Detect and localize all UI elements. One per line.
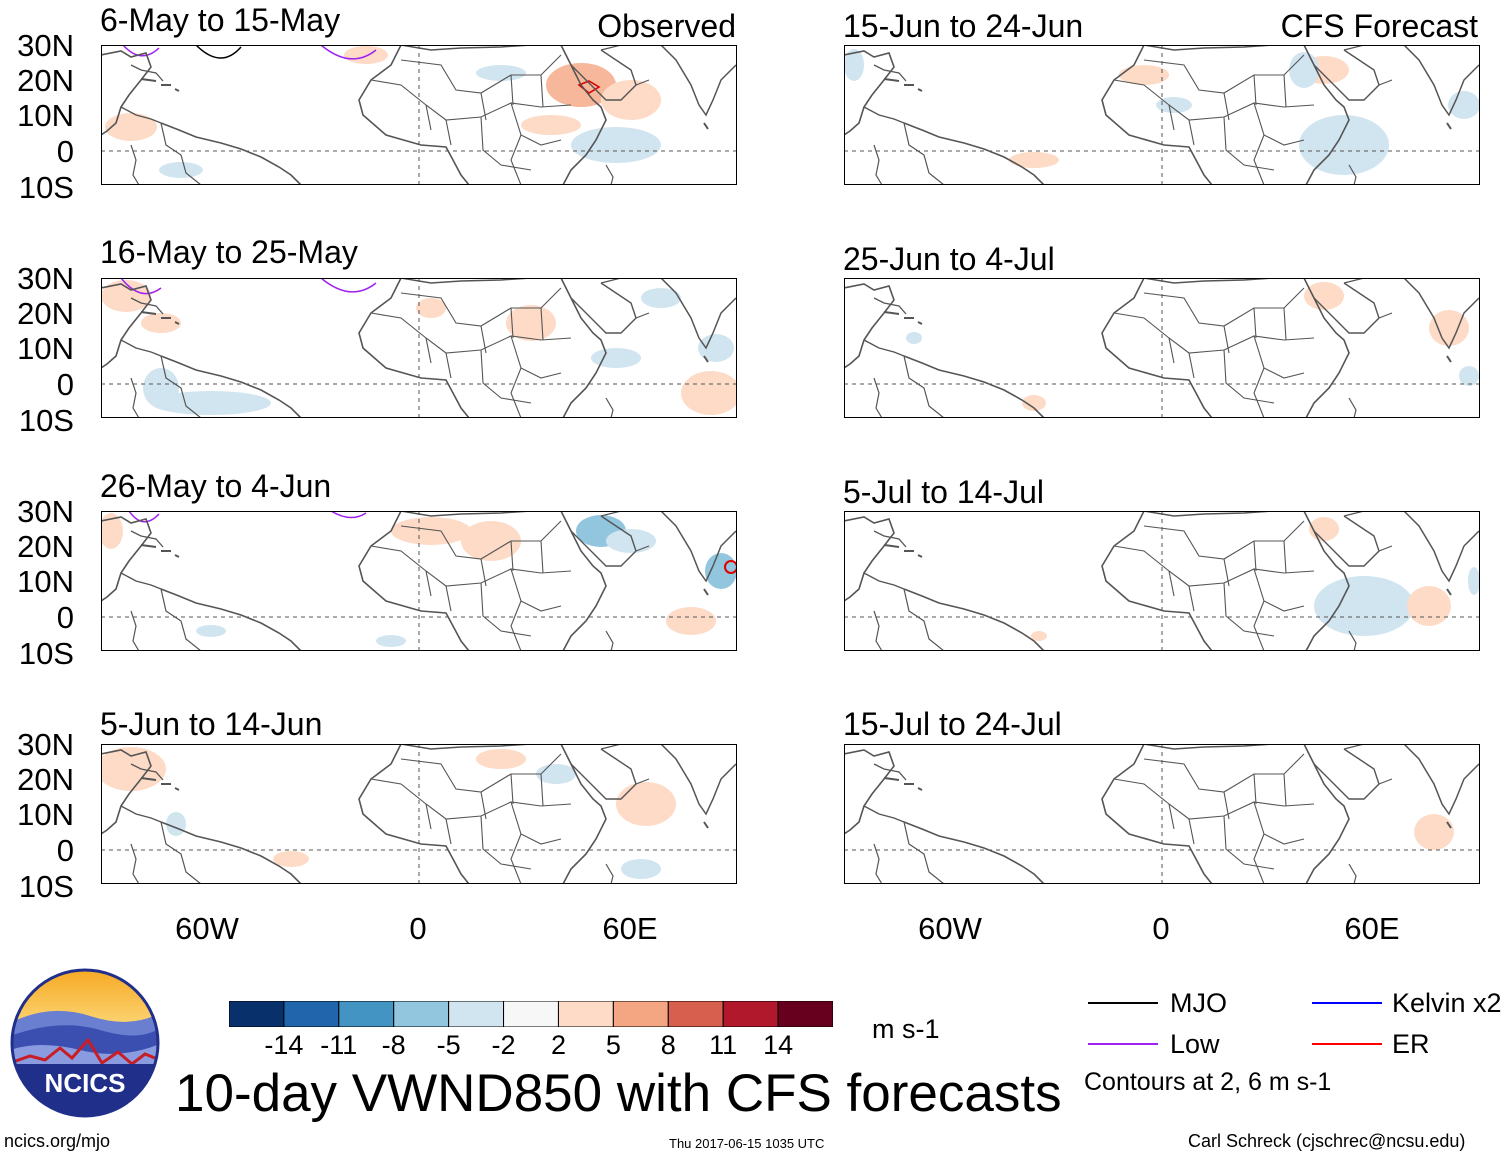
ncics-logo: NCICS [10,968,160,1118]
colorbar-tick-label: -5 [436,1030,461,1060]
map-panel-right-1 [844,45,1480,185]
lat-label: 30N [17,28,74,63]
footer-credit: Carl Schreck (cjschrec@ncsu.edu) [1188,1131,1466,1151]
colorbar-swatch [503,1000,559,1028]
legend-label-kelvin: Kelvin x2 [1392,988,1502,1018]
panel-title-right-2: 25-Jun to 4-Jul [843,241,1055,277]
colorbar-swatch [283,1000,340,1028]
map-panel-right-2 [844,278,1480,418]
colorbar-tick-label: 5 [605,1030,621,1060]
colorbar-tick-label: 8 [660,1030,676,1060]
map-panel-right-4 [844,744,1480,884]
colorbar-tick-label: 11 [709,1030,738,1060]
lat-label: 30N [17,494,74,529]
panel-title-left-4: 5-Jun to 14-Jun [100,706,323,742]
lat-label: 10N [17,331,74,366]
legend-swatch-low [1088,1043,1158,1045]
colorbar-labels: -14 -11 -8 -5 -2 2 5 8 11 14 [229,1032,833,1062]
legend-label-mjo: MJO [1170,988,1227,1018]
lat-label: 10S [18,636,74,671]
cfs-forecast-tag: CFS Forecast [1280,8,1478,44]
legend-label-er: ER [1392,1029,1430,1059]
lat-label: 0 [56,134,74,169]
lon-label-right-0: 0 [1152,911,1170,946]
lon-label-right-60e: 60E [1344,911,1400,946]
legend: MJO Kelvin x2 Low ER [1088,988,1508,1108]
colorbar-tick-label: -11 [320,1030,358,1060]
colorbar [228,1000,834,1028]
lat-label: 30N [17,727,74,762]
lat-label: 20N [17,529,74,564]
colorbar-swatch [338,1000,395,1028]
legend-label-low: Low [1170,1029,1220,1059]
lat-label: 10N [17,564,74,599]
colorbar-swatch [393,1000,450,1028]
map-panel-left-3 [101,511,737,651]
observed-tag: Observed [597,8,736,44]
panel-title-right-4: 15-Jul to 24-Jul [843,706,1062,742]
map-panel-right-3 [844,511,1480,651]
footer-url[interactable]: ncics.org/mjo [4,1131,111,1151]
lat-label: 10N [17,98,74,133]
panel-title-left-3: 26-May to 4-Jun [100,468,332,504]
colorbar-tick-label: -2 [491,1030,516,1060]
lat-label: 10N [17,797,74,832]
lon-label-right-60w: 60W [918,911,982,946]
lon-label-left-0: 0 [409,911,427,946]
colorbar-tick-label: -8 [381,1030,406,1060]
colorbar-tick-label: 2 [550,1030,567,1060]
footer-timestamp: Thu 2017-06-15 1035 UTC [669,1136,825,1151]
lat-label: 0 [56,367,74,402]
legend-swatch-er [1312,1043,1382,1045]
colorbar-swatch [557,1000,614,1028]
main-title: 10-day VWND850 with CFS forecasts [175,1064,1062,1123]
map-panel-left-4 [101,744,737,884]
colorbar-tick-label: -14 [264,1030,304,1060]
colorbar-swatch [228,1000,285,1028]
logo-text: NCICS [45,1068,126,1098]
map-panel-left-2 [101,278,737,418]
lat-label: 30N [17,261,74,296]
lat-label: 20N [17,296,74,331]
legend-swatch-kelvin [1312,1002,1382,1004]
lat-label: 10S [18,403,74,438]
panel-title-left-1: 6-May to 15-May [100,2,341,38]
colorbar-swatch [667,1000,724,1028]
colorbar-swatch [448,1000,505,1028]
colorbar-tick-label: 14 [763,1030,794,1060]
lon-label-left-60w: 60W [175,911,239,946]
lat-label: 10S [18,869,74,904]
colorbar-swatch [777,1000,834,1028]
lon-label-left-60e: 60E [602,911,658,946]
panel-title-right-1: 15-Jun to 24-Jun [843,8,1084,44]
colorbar-swatch [722,1000,779,1028]
panel-title-left-2: 16-May to 25-May [100,234,358,270]
lat-label: 0 [56,600,74,635]
colorbar-swatch [612,1000,669,1028]
lat-label: 0 [56,833,74,868]
colorbar-units: m s-1 [872,1014,940,1044]
lat-label: 20N [17,762,74,797]
contours-note: Contours at 2, 6 m s-1 [1084,1068,1332,1096]
map-panel-left-1 [101,45,737,185]
lat-label: 10S [18,170,74,205]
legend-swatch-mjo [1088,1002,1158,1004]
lat-label: 20N [17,63,74,98]
panel-title-right-3: 5-Jul to 14-Jul [843,474,1044,510]
